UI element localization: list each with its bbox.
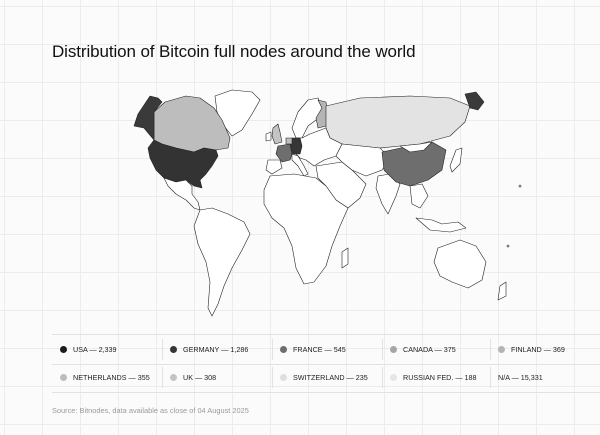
legend-swatch: [170, 374, 177, 381]
indonesia-region: [415, 217, 467, 233]
legend-divider: [272, 339, 273, 360]
chart-title: Distribution of Bitcoin full nodes aroun…: [52, 42, 416, 61]
madagascar-region: [341, 247, 349, 269]
africa-region: [263, 173, 349, 285]
usa-region: [147, 139, 219, 189]
legend-label: UK — 308: [183, 373, 217, 382]
legend-item-usa: USA — 2,339: [60, 335, 117, 364]
legend-label: FRANCE — 545: [293, 345, 346, 354]
legend-swatch: [390, 374, 397, 381]
iberia-region: [265, 159, 283, 175]
legend: USA — 2,339 GERMANY — 1,286 FRANCE — 545…: [52, 334, 600, 393]
legend-label: NETHERLANDS — 355: [73, 373, 150, 382]
legend-row: USA — 2,339 GERMANY — 1,286 FRANCE — 545…: [52, 334, 600, 365]
legend-item-na: N/A — 15,331: [498, 363, 543, 392]
mongolia-region: [399, 141, 433, 153]
southeast-asia-region: [409, 183, 429, 209]
legend-label: GERMANY — 1,286: [183, 345, 249, 354]
legend-label: FINLAND — 369: [511, 345, 565, 354]
italy-region: [291, 153, 309, 177]
legend-swatch: [60, 374, 67, 381]
legend-label: USA — 2,339: [73, 345, 117, 354]
world-map: [133, 89, 522, 317]
legend-divider: [382, 367, 383, 388]
australia-region: [433, 239, 487, 289]
new-zealand-region: [497, 281, 507, 301]
russia-region: [325, 95, 471, 149]
finland-region: [315, 99, 329, 129]
legend-divider: [382, 339, 383, 360]
ireland-region: [265, 131, 272, 142]
legend-swatch: [280, 374, 287, 381]
mexico-region: [163, 177, 201, 211]
south-america-region: [193, 207, 251, 317]
pacific-island: [518, 184, 522, 188]
uk-region: [271, 123, 283, 145]
legend-swatch: [60, 346, 67, 353]
legend-item-france: FRANCE — 545: [280, 335, 346, 364]
legend-label: RUSSIAN FED. — 188: [403, 373, 477, 382]
legend-label: N/A — 15,331: [498, 373, 543, 382]
source-note: Source: Bitnodes, data available as clos…: [52, 406, 249, 415]
legend-swatch: [498, 346, 505, 353]
legend-item-germany: GERMANY — 1,286: [170, 335, 248, 364]
japan-region: [449, 147, 463, 173]
legend-item-uk: UK — 308: [170, 363, 216, 392]
pacific-island: [506, 244, 510, 248]
chukotka-region: [464, 91, 485, 111]
legend-divider: [162, 367, 163, 388]
legend-divider: [162, 339, 163, 360]
legend-divider: [272, 367, 273, 388]
legend-item-canada: CANADA — 375: [390, 335, 456, 364]
netherlands-region: [285, 137, 293, 145]
legend-label: SWITZERLAND — 235: [293, 373, 368, 382]
legend-item-netherlands: NETHERLANDS — 355: [60, 363, 150, 392]
legend-item-russia: RUSSIAN FED. — 188: [390, 363, 477, 392]
legend-divider: [490, 339, 491, 360]
legend-divider: [490, 367, 491, 388]
legend-swatch: [170, 346, 177, 353]
legend-label: CANADA — 375: [403, 345, 456, 354]
france-region: [275, 143, 293, 163]
legend-item-finland: FINLAND — 369: [498, 335, 565, 364]
alaska-region: [133, 95, 163, 141]
legend-item-switzerland: SWITZERLAND — 235: [280, 363, 368, 392]
legend-swatch: [390, 346, 397, 353]
legend-swatch: [280, 346, 287, 353]
central-asia-region: [335, 143, 391, 177]
legend-row: NETHERLANDS — 355 UK — 308 SWITZERLAND —…: [52, 363, 600, 393]
